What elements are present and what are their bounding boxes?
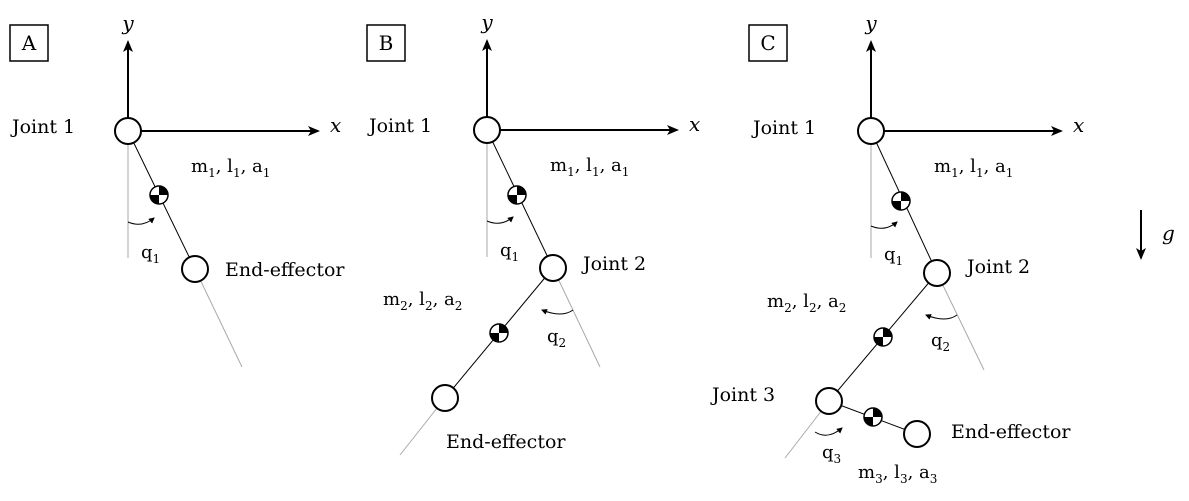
- panel-c-q2-arc: [925, 314, 958, 320]
- panel-c-label-box: [748, 24, 788, 62]
- panel-c-link1-extension: [936, 272, 985, 371]
- panel-b-joint-1: [473, 116, 501, 144]
- panel-b-link-1-params: m1, l1, a1: [550, 155, 629, 179]
- panel-a-q1-label: q1: [141, 242, 160, 266]
- panel-b-end-effector-label: End-effector: [446, 431, 566, 453]
- panel-b-link-2-params: m2, l2, a2: [383, 289, 462, 313]
- panel-b-joint-2-label: Joint 2: [581, 253, 646, 275]
- panel-a: A y x Joint 1 m1, l1, a1 q1 End-effector: [9, 11, 345, 368]
- gravity-indicator: g: [1136, 210, 1175, 260]
- panel-c-joint-1-label: Joint 1: [751, 117, 816, 139]
- panel-c-q3-arc: [814, 427, 843, 436]
- panel-c-joint-2-label: Joint 2: [965, 256, 1030, 278]
- panel-c-joint-1: [857, 117, 885, 145]
- panel-b-q2-label: q2: [547, 326, 566, 350]
- panel-c-letter: C: [760, 31, 775, 55]
- panel-b-end-effector: [431, 384, 459, 412]
- panel-c-q1-label: q1: [884, 244, 903, 268]
- panel-b-joint-1-label: Joint 1: [367, 115, 432, 137]
- panel-c-joint-3-label: Joint 3: [710, 384, 775, 406]
- panel-a-end-effector-label: End-effector: [225, 259, 345, 281]
- panel-a-y-axis-label: y: [121, 11, 134, 35]
- panel-b-q1-arc: [486, 216, 514, 224]
- panel-b-link1-extension: [552, 267, 601, 368]
- panel-a-joint-1-label: Joint 1: [10, 116, 75, 138]
- panel-c-q3-label: q3: [822, 442, 841, 466]
- panel-b-label-box: [366, 24, 406, 62]
- panel-c-y-axis-label: y: [864, 11, 877, 35]
- panel-c-x-axis-label: x: [1073, 113, 1084, 137]
- panel-a-label-box: [9, 24, 49, 62]
- panel-a-joint-1: [114, 117, 142, 145]
- panel-c: C y x: [710, 11, 1084, 486]
- panel-b-com-marker-2: [489, 323, 509, 343]
- panel-c-end-effector-label: End-effector: [951, 421, 1071, 443]
- panel-c-com-marker-3: [863, 407, 883, 427]
- panel-b-joint-2: [539, 254, 567, 282]
- panel-b: B y x Jo: [366, 10, 700, 456]
- panel-b-q1-label: q1: [500, 240, 519, 264]
- panel-c-end-effector: [903, 420, 931, 448]
- panel-c-q2-label: q2: [931, 330, 950, 354]
- panel-c-link-1-params: m1, l1, a1: [934, 156, 1013, 180]
- panel-a-q1-arc: [127, 217, 155, 225]
- panel-b-com-marker-1: [507, 185, 527, 205]
- panel-a-link-1-params: m1, l1, a1: [191, 156, 270, 180]
- panel-a-link1-extension: [194, 268, 243, 368]
- panel-c-joint-2: [923, 259, 951, 287]
- gravity-label: g: [1162, 221, 1175, 245]
- panel-c-q1-arc: [870, 221, 898, 229]
- panel-a-end-effector: [181, 255, 209, 283]
- panel-c-joint-3: [815, 387, 843, 415]
- panel-a-x-axis-label: x: [330, 113, 341, 137]
- panel-c-link-3-params: m3, l3, a3: [858, 462, 937, 486]
- panel-b-letter: B: [379, 31, 394, 55]
- panel-b-x-axis-label: x: [689, 112, 700, 136]
- panel-b-q2-arc: [541, 309, 574, 315]
- panel-c-com-marker-1: [891, 191, 911, 211]
- panel-b-y-axis-label: y: [480, 10, 493, 34]
- panel-a-com-marker-1: [149, 185, 169, 205]
- panel-c-link-2-params: m2, l2, a2: [767, 291, 846, 315]
- panel-c-com-marker-2: [873, 327, 893, 347]
- panel-a-letter: A: [21, 31, 37, 55]
